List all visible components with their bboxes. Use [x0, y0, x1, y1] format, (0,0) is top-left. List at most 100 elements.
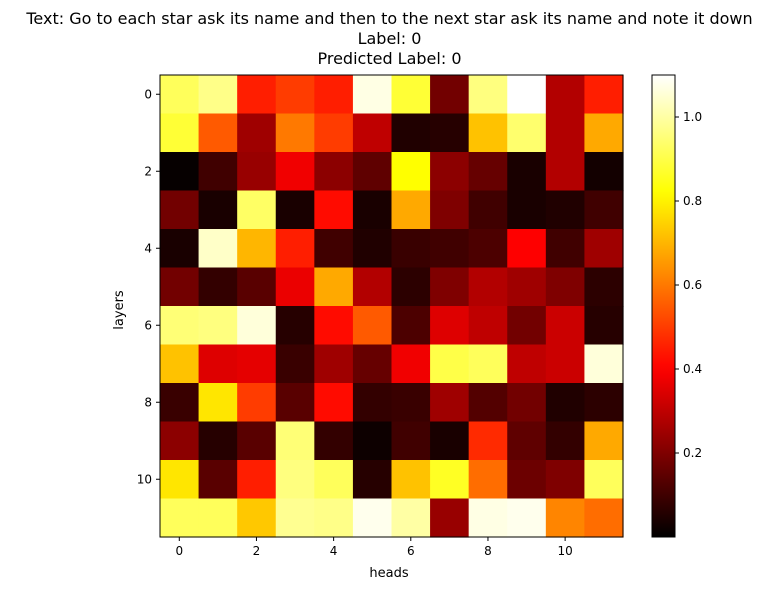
- heatmap-cell-r9-c9: [507, 421, 547, 461]
- heatmap-cell-r6-c2: [237, 306, 277, 346]
- heatmap-cell-r5-c1: [198, 267, 238, 307]
- heatmap-cell-r0-c5: [352, 75, 393, 115]
- heatmap-cell-r11-c11: [584, 498, 624, 538]
- heatmap-cell-r6-c3: [275, 306, 315, 346]
- heatmap-cell-r2-c1: [198, 152, 238, 192]
- heatmap-cell-r0-c1: [198, 75, 238, 115]
- heatmap-cell-r5-c4: [314, 267, 354, 307]
- heatmap-cell-r4-c8: [468, 229, 508, 269]
- y-tick-label-0: 0: [144, 87, 152, 101]
- x-tick-label-0: 0: [175, 544, 183, 558]
- heatmap-cell-r6-c8: [468, 306, 508, 346]
- heatmap-cell-r0-c3: [275, 75, 315, 115]
- heatmap-cell-r2-c7: [430, 152, 470, 192]
- heatmap-cell-r2-c5: [352, 152, 393, 192]
- heatmap-cell-r8-c10: [545, 383, 586, 423]
- heatmap-cell-r5-c7: [430, 267, 470, 307]
- heatmap-cell-r0-c11: [584, 75, 624, 115]
- x-tick-label-4: 4: [330, 544, 338, 558]
- heatmap-cell-r8-c6: [391, 383, 431, 423]
- heatmap-cell-r8-c0: [160, 383, 200, 423]
- heatmap-cell-r4-c9: [507, 229, 547, 269]
- heatmap-cell-r9-c6: [391, 421, 431, 461]
- heatmap-cell-r6-c5: [352, 306, 393, 346]
- heatmap-cell-r0-c8: [468, 75, 508, 115]
- heatmap-cell-r6-c10: [545, 306, 586, 346]
- heatmap-cell-r0-c0: [160, 75, 200, 115]
- heatmap-cell-r11-c3: [275, 498, 315, 538]
- heatmap-cell-r10-c5: [352, 460, 393, 500]
- heatmap-cell-r4-c6: [391, 229, 431, 269]
- heatmap-cell-r10-c4: [314, 460, 354, 500]
- heatmap-cell-r3-c7: [430, 190, 470, 230]
- heatmap-cell-r4-c5: [352, 229, 393, 269]
- heatmap-cell-r8-c9: [507, 383, 547, 423]
- y-tick-label-10: 10: [137, 472, 152, 486]
- heatmap-cell-r7-c11: [584, 344, 624, 384]
- x-axis-label: heads: [369, 566, 408, 581]
- colorbar-tick-label-0: 0.2: [683, 446, 702, 460]
- heatmap-cell-r1-c10: [545, 113, 586, 153]
- heatmap-cell-r11-c5: [352, 498, 393, 538]
- heatmap-cell-r3-c9: [507, 190, 547, 230]
- heatmap-cell-r2-c2: [237, 152, 277, 192]
- title-line-2: Label: 0: [358, 29, 422, 48]
- heatmap-cell-r7-c10: [545, 344, 586, 384]
- heatmap-cell-r1-c5: [352, 113, 393, 153]
- heatmap-cell-r7-c0: [160, 344, 200, 384]
- heatmap-cell-r5-c0: [160, 267, 200, 307]
- heatmap-cell-r1-c0: [160, 113, 200, 153]
- heatmap-cell-r8-c5: [352, 383, 393, 423]
- heatmap-cell-r2-c8: [468, 152, 508, 192]
- heatmap-cell-r6-c0: [160, 306, 200, 346]
- heatmap-cell-r9-c4: [314, 421, 354, 461]
- heatmap-cell-r3-c6: [391, 190, 431, 230]
- y-tick-label-4: 4: [144, 241, 152, 255]
- heatmap-cell-r3-c4: [314, 190, 354, 230]
- heatmap-cell-r10-c10: [545, 460, 586, 500]
- heatmap-cell-r8-c3: [275, 383, 315, 423]
- heatmap-cell-r11-c4: [314, 498, 354, 538]
- heatmap-cell-r9-c11: [584, 421, 624, 461]
- heatmap-cell-r1-c8: [468, 113, 508, 153]
- heatmap-cell-r4-c2: [237, 229, 277, 269]
- heatmap-cell-r7-c3: [275, 344, 315, 384]
- x-tick-label-2: 2: [253, 544, 261, 558]
- heatmap-cell-r6-c11: [584, 306, 624, 346]
- colorbar-tick-label-2: 0.6: [683, 278, 702, 292]
- heatmap-cell-r9-c3: [275, 421, 315, 461]
- heatmap-cell-r8-c2: [237, 383, 277, 423]
- heatmap-cell-r1-c2: [237, 113, 277, 153]
- y-tick-label-2: 2: [144, 164, 152, 178]
- heatmap-cell-r7-c2: [237, 344, 277, 384]
- heatmap-cell-r3-c0: [160, 190, 200, 230]
- heatmap-cell-r7-c5: [352, 344, 393, 384]
- heatmap-cell-r6-c1: [198, 306, 238, 346]
- heatmap-cell-r4-c0: [160, 229, 200, 269]
- heatmap-cell-r4-c10: [545, 229, 586, 269]
- title-line-3: Predicted Label: 0: [317, 49, 461, 68]
- heatmap-cell-r10-c7: [430, 460, 470, 500]
- y-axis-label: layers: [112, 290, 127, 330]
- heatmap-cell-r7-c9: [507, 344, 547, 384]
- heatmap-cell-r10-c1: [198, 460, 238, 500]
- plot-frame: [159, 74, 624, 538]
- heatmap-cell-r7-c6: [391, 344, 431, 384]
- heatmap-cell-r8-c4: [314, 383, 354, 423]
- heatmap-cell-r1-c3: [275, 113, 315, 153]
- heatmap-cell-r3-c2: [237, 190, 277, 230]
- heatmap-cell-r0-c2: [237, 75, 277, 115]
- heatmap-cell-r3-c1: [198, 190, 238, 230]
- heatmap-cell-r6-c6: [391, 306, 431, 346]
- heatmap-cell-r7-c7: [430, 344, 470, 384]
- heatmap-cell-r3-c5: [352, 190, 393, 230]
- heatmap-cell-r9-c7: [430, 421, 470, 461]
- heatmap-cell-r5-c10: [545, 267, 586, 307]
- colorbar-tick-label-4: 1.0: [683, 110, 702, 124]
- chart-title: Text: Go to each star ask its name and t…: [25, 9, 752, 68]
- heatmap-cell-r1-c4: [314, 113, 354, 153]
- colorbar-tick-label-1: 0.4: [683, 362, 702, 376]
- heatmap-cell-r9-c10: [545, 421, 586, 461]
- heatmap-cell-r2-c4: [314, 152, 354, 192]
- heatmap-cell-r10-c2: [237, 460, 277, 500]
